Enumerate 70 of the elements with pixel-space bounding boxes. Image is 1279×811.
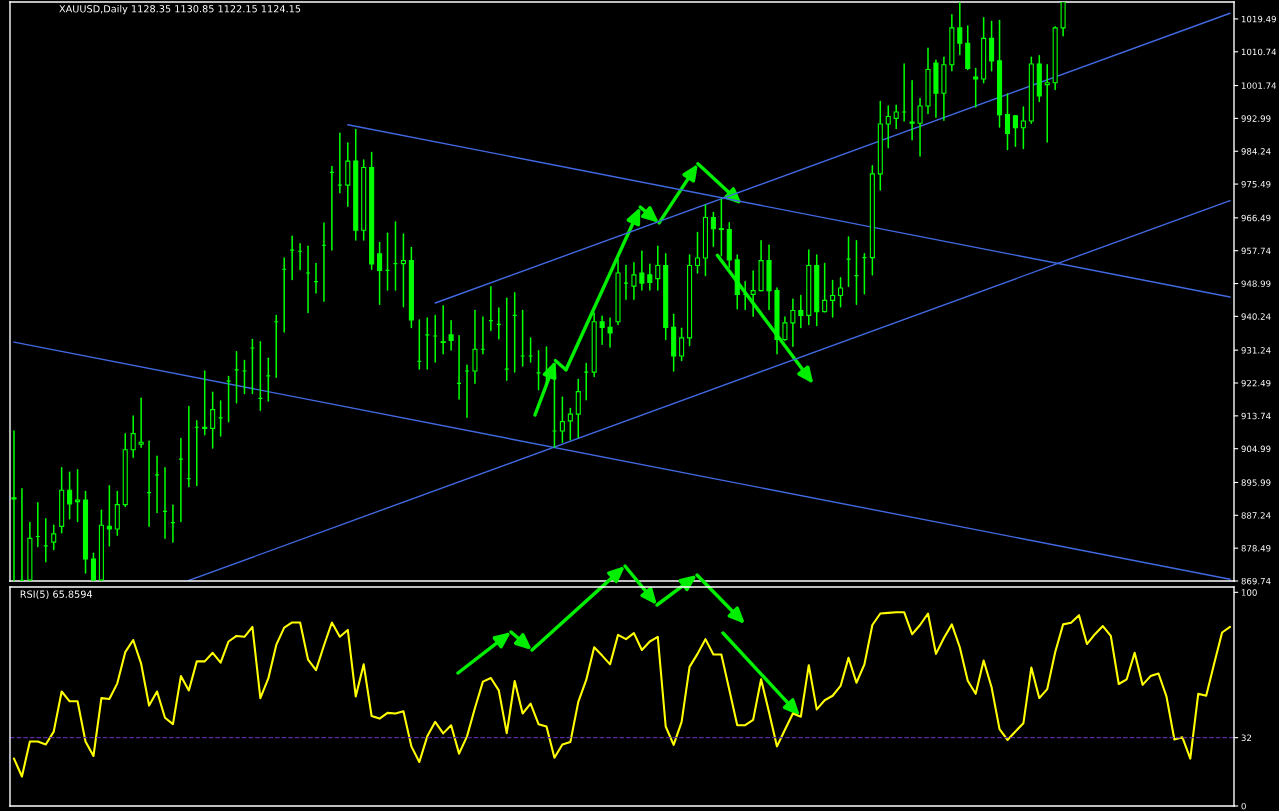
y-tick-label: 984.24 [1241,148,1271,155]
candlestick [106,485,112,547]
candlestick [782,316,788,342]
y-tick-label: 913.74 [1241,412,1271,420]
candlestick [448,319,454,351]
candlestick [440,304,446,355]
y-tick-label: 957.74 [1241,247,1271,255]
y-tick-label: 992.99 [1241,115,1271,122]
candlestick [909,80,915,141]
candlestick [138,397,144,448]
candlestick [822,262,828,313]
candlestick [607,317,613,348]
y-tick-label: 1019.49 [1241,15,1276,23]
candlestick [957,2,963,56]
candlestick [472,309,478,385]
candlestick [830,279,836,318]
candlestick [202,370,208,436]
candlestick [599,315,605,346]
candlestick [51,524,57,551]
y-tick-label: 0 [1241,802,1246,810]
candlestick [631,262,637,301]
candlestick [575,378,581,439]
candlestick [400,233,406,308]
candlestick [750,270,756,317]
y-tick-label: 922.49 [1241,379,1271,387]
candlestick [377,241,383,305]
candlestick [559,396,565,444]
y-tick-label: 940.24 [1241,313,1271,320]
candlestick [210,391,216,449]
candlestick [567,407,573,441]
candlestick [1012,114,1018,147]
candlestick [1020,106,1026,150]
y-tick-label: 895.99 [1241,479,1271,486]
candlestick [655,245,661,291]
y-tick-label: 975.49 [1241,180,1271,188]
candlestick [790,298,796,347]
candlestick [885,105,891,149]
y-tick-label: 1001.74 [1241,82,1277,89]
candlestick [973,67,979,108]
candlestick [917,97,923,157]
y-tick-label: 931.24 [1241,347,1271,354]
candlestick [1004,93,1011,151]
y-tick-label: 100 [1241,589,1257,596]
candlestick [90,552,96,581]
candlestick [679,327,685,362]
candlestick [639,250,645,291]
candlestick [130,415,136,459]
candlestick [647,263,653,291]
y-tick-label: 904.99 [1241,445,1271,453]
candlestick [893,104,899,130]
candlestick [1044,63,1050,143]
y-tick-label: 948.99 [1241,280,1271,287]
y-tick-label: 1010.74 [1241,48,1277,56]
candlestick [67,471,73,520]
candlestick [11,430,17,581]
y-tick-label: 878.49 [1241,545,1271,552]
candlestick [718,198,724,257]
candlestick [75,468,81,523]
candlestick [798,294,804,329]
line-series [12,611,1232,778]
candlestick [838,277,844,308]
y-tick-label: 966.49 [1241,214,1271,222]
candlestick [694,231,701,274]
y-tick-label: 869.74 [1241,577,1271,585]
y-tick-label: 32 [1241,734,1252,742]
candlestick [710,211,716,248]
chart-title: XAUUSD,Daily 1128.35 1130.85 1122.15 1124.15 [59,4,301,15]
chart-title: RSI(5) 65.8594 [20,590,93,599]
candlestick [989,20,995,72]
y-tick-label: 887.24 [1241,512,1271,519]
